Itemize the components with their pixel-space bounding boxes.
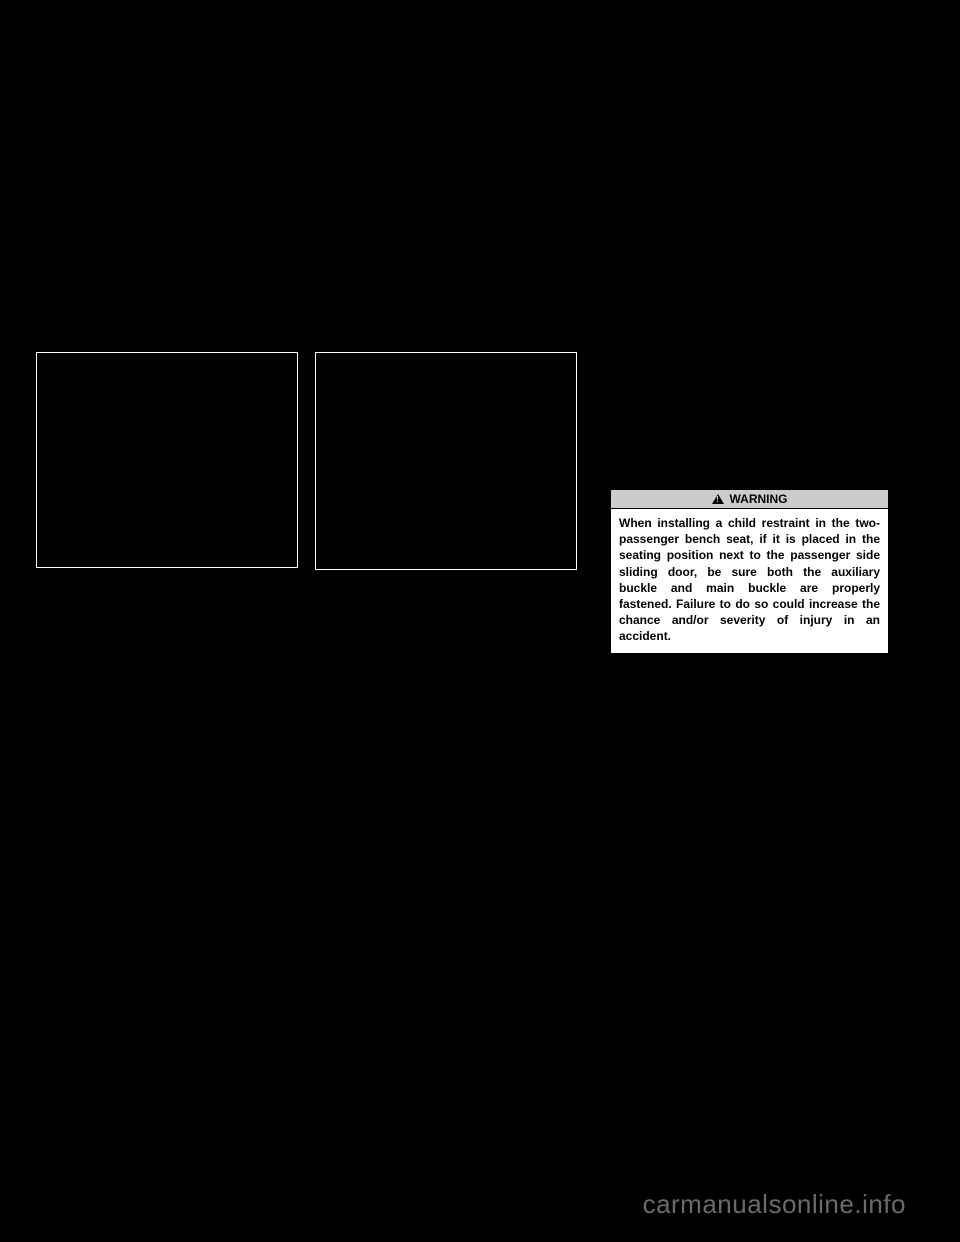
watermark-text: carmanualsonline.info	[643, 1189, 906, 1220]
warning-body-text: When installing a child restraint in the…	[611, 509, 888, 653]
warning-title: WARNING	[730, 492, 788, 506]
warning-header: WARNING	[611, 490, 888, 509]
figure-placeholder-right	[315, 352, 577, 570]
warning-box: WARNING When installing a child restrain…	[610, 489, 889, 654]
figure-placeholder-left	[36, 352, 298, 568]
page-container: WARNING When installing a child restrain…	[0, 0, 960, 1242]
warning-triangle-icon	[712, 494, 724, 504]
